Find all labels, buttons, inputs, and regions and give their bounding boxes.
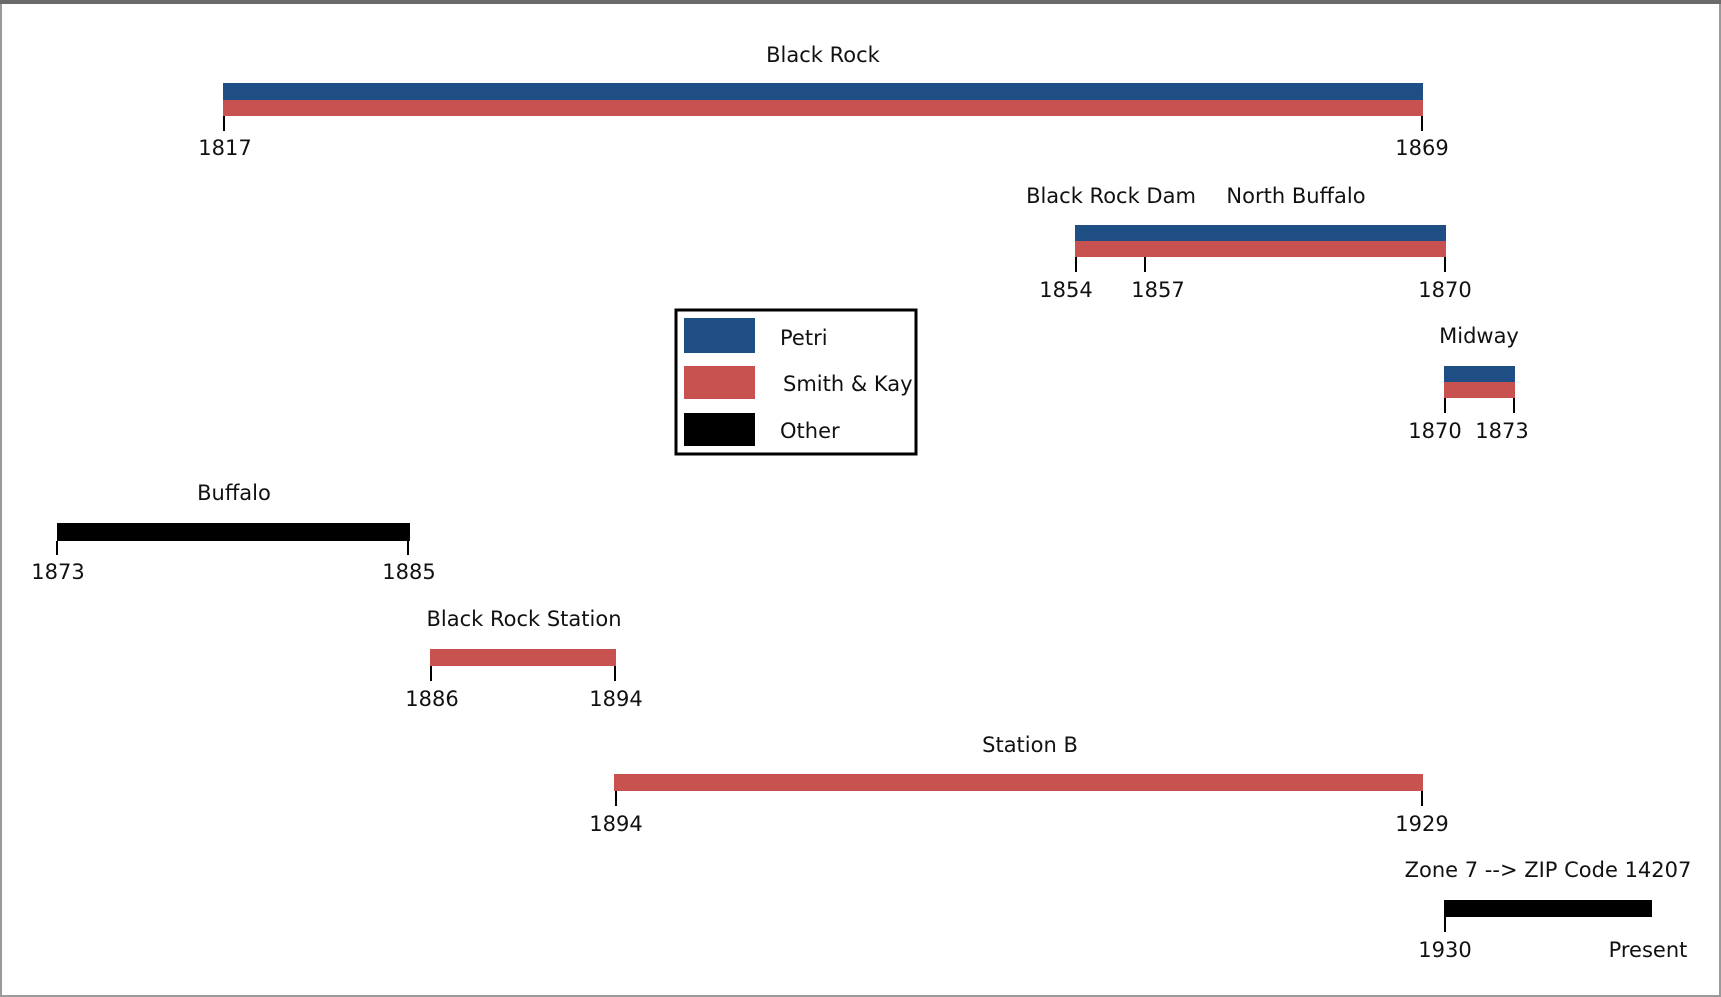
- period-station-b: Station B 1894 1929: [589, 733, 1448, 836]
- start-year-label: 1886: [405, 687, 458, 711]
- period-midway: Midway 1870 1873: [1408, 324, 1528, 443]
- start-year-label: 1894: [589, 812, 642, 836]
- bar-petri: [1075, 225, 1446, 241]
- end-year-label: 1885: [382, 560, 435, 584]
- legend-label-smith-kay: Smith & Kay: [783, 372, 913, 396]
- period-black-rock: Black Rock 1817 1869: [198, 43, 1448, 160]
- bar-smith-kay: [223, 100, 1423, 116]
- bar-smith-kay: [430, 649, 616, 666]
- end-year-label: 1894: [589, 687, 642, 711]
- year-label: 1857: [1131, 278, 1184, 302]
- period-title-black-rock-dam: Black Rock Dam: [1026, 184, 1196, 208]
- period-title: Midway: [1439, 324, 1519, 348]
- period-zone-7: Zone 7 --> ZIP Code 14207 1930 Present: [1405, 858, 1692, 962]
- year-label: 1870: [1418, 278, 1471, 302]
- legend: Petri Smith & Kay Other: [676, 310, 916, 454]
- legend-swatch-other: [684, 413, 755, 446]
- legend-swatch-petri: [684, 318, 755, 353]
- end-label: Present: [1609, 938, 1688, 962]
- end-year-label: 1869: [1395, 136, 1448, 160]
- start-year-label: 1817: [198, 136, 251, 160]
- period-title: Zone 7 --> ZIP Code 14207: [1405, 858, 1692, 882]
- period-title-north-buffalo: North Buffalo: [1226, 184, 1365, 208]
- bar-petri: [1444, 366, 1515, 382]
- year-label: 1854: [1039, 278, 1092, 302]
- end-year-label: 1873: [1475, 419, 1528, 443]
- bar-smith-kay: [614, 774, 1423, 791]
- start-year-label: 1873: [31, 560, 84, 584]
- period-title: Black Rock: [766, 43, 881, 67]
- start-year-label: 1930: [1418, 938, 1471, 962]
- legend-swatch-smith-kay: [684, 366, 755, 399]
- end-year-label: 1929: [1395, 812, 1448, 836]
- start-year-label: 1870: [1408, 419, 1461, 443]
- period-title: Buffalo: [197, 481, 271, 505]
- legend-label-petri: Petri: [780, 326, 828, 350]
- period-black-rock-dam-north-buffalo: Black Rock Dam North Buffalo 1854 1857 1…: [1026, 184, 1472, 302]
- period-title: Station B: [982, 733, 1078, 757]
- legend-label-other: Other: [780, 419, 840, 443]
- period-black-rock-station: Black Rock Station 1886 1894: [405, 607, 642, 711]
- bar-other: [57, 523, 410, 541]
- bar-smith-kay: [1444, 382, 1515, 398]
- bar-other: [1444, 900, 1652, 917]
- bar-petri: [223, 83, 1423, 100]
- period-buffalo: Buffalo 1873 1885: [31, 481, 435, 584]
- period-title: Black Rock Station: [426, 607, 621, 631]
- bar-smith-kay: [1075, 241, 1446, 257]
